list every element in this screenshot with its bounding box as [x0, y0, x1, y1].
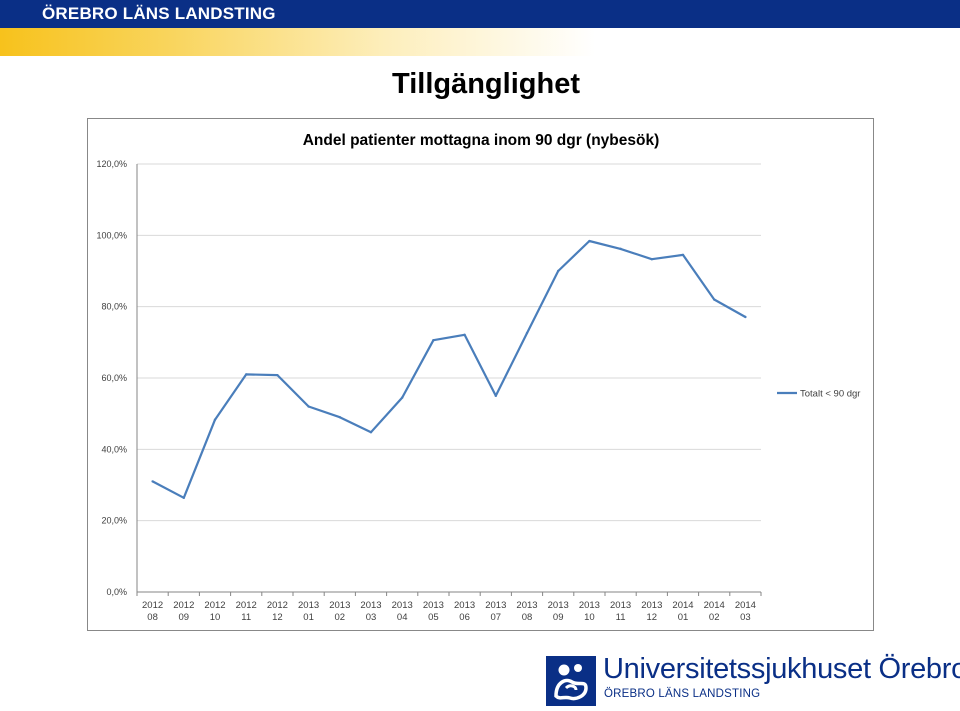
- y-tick-label: 120,0%: [96, 159, 127, 169]
- data-point: [494, 394, 497, 398]
- x-tick-label-year: 2012: [173, 600, 194, 611]
- x-tick-label-year: 2014: [672, 600, 693, 611]
- slide-title: Tillgänglighet: [392, 68, 580, 100]
- data-point: [432, 338, 435, 342]
- gridlines: [137, 163, 761, 593]
- data-point: [588, 239, 591, 243]
- footer-logo: Universitetssjukhuset Örebro ÖREBRO LÄNS…: [546, 653, 960, 706]
- data-point: [619, 247, 622, 251]
- x-tick-label-month: 12: [647, 612, 658, 623]
- axes: 0,0% 20,0% 40,0% 60,0% 80,0% 100,0% 120,0% 2012…: [96, 159, 762, 623]
- brand-name: ÖREBRO LÄNS LANDSTING: [42, 4, 276, 23]
- x-tick-label-year: 2012: [204, 600, 225, 611]
- x-tick-label-month: 05: [428, 612, 439, 623]
- x-tick-label-year: 2012: [267, 600, 288, 611]
- x-tick-label-month: 02: [335, 612, 346, 623]
- data-point: [276, 373, 279, 377]
- x-tick-label-month: 12: [272, 612, 283, 623]
- x-tick-label-month: 11: [616, 612, 626, 623]
- accent-stripe: [0, 28, 960, 56]
- x-tick-label-year: 2014: [735, 600, 756, 611]
- data-point: [557, 269, 560, 273]
- legend: Totalt < 90 dgr: [777, 389, 860, 400]
- x-tick-label-month: 10: [210, 612, 221, 623]
- x-tick-label-year: 2012: [142, 600, 163, 611]
- x-tick-label-year: 2013: [548, 600, 569, 611]
- x-tick-label-month: 08: [147, 612, 158, 623]
- chart-frame: Andel patienter mottagna inom 90 dgr (ny…: [87, 118, 874, 631]
- series-layer: [151, 239, 747, 500]
- header-bar: ÖREBRO LÄNS LANDSTING: [0, 0, 960, 28]
- x-tick-label-year: 2013: [485, 600, 506, 611]
- data-point: [182, 496, 185, 500]
- legend-label: Totalt < 90 dgr: [800, 389, 860, 400]
- x-tick-label-year: 2013: [298, 600, 319, 611]
- x-tick-label-year: 2013: [329, 600, 350, 611]
- x-tick-label-month: 10: [584, 612, 595, 623]
- y-tick-label: 20,0%: [101, 516, 127, 526]
- x-tick-label-month: 09: [179, 612, 190, 623]
- x-tick-label-month: 04: [397, 612, 408, 623]
- data-point: [151, 480, 154, 483]
- x-tick-label-month: 03: [366, 612, 377, 623]
- x-tick-label-year: 2013: [579, 600, 600, 611]
- x-tick-label-month: 08: [522, 612, 533, 623]
- data-point: [681, 253, 685, 257]
- x-tick-label-month: 07: [491, 612, 502, 623]
- data-point: [463, 333, 466, 337]
- y-tick-label: 40,0%: [101, 444, 127, 454]
- x-tick-label-month: 11: [241, 612, 251, 623]
- data-point: [744, 315, 747, 319]
- x-tick-label-month: 09: [553, 612, 564, 623]
- data-point: [369, 431, 373, 434]
- data-point: [245, 373, 248, 376]
- y-tick-label: 0,0%: [106, 587, 127, 597]
- data-point: [307, 405, 310, 408]
- data-point: [213, 418, 217, 421]
- x-tick-label-year: 2012: [236, 600, 257, 611]
- hospital-logo-icon: [546, 656, 596, 706]
- x-tick-label-month: 01: [303, 612, 314, 623]
- x-tick-label-year: 2013: [516, 600, 537, 611]
- x-tick-label-month: 03: [740, 612, 751, 623]
- x-tick-label-year: 2013: [610, 600, 631, 611]
- x-tick-label-year: 2013: [454, 600, 475, 611]
- x-tick-label-year: 2013: [423, 600, 444, 611]
- x-tick-label-year: 2013: [360, 600, 381, 611]
- x-tick-label-year: 2013: [641, 600, 662, 611]
- x-tick-label-month: 02: [709, 612, 720, 623]
- series-line: [152, 239, 746, 499]
- y-tick-label: 100,0%: [96, 230, 127, 240]
- x-tick-label-month: 06: [459, 612, 470, 623]
- logo-name: Universitetssjukhuset Örebro: [603, 653, 960, 685]
- data-point: [401, 396, 404, 399]
- x-tick-label-month: 01: [678, 612, 689, 623]
- logo-subtitle: ÖREBRO LÄNS LANDSTING: [604, 688, 761, 700]
- data-point: [713, 298, 716, 301]
- y-tick-label: 80,0%: [101, 302, 127, 312]
- chart-title: Andel patienter mottagna inom 90 dgr (ny…: [303, 132, 660, 149]
- data-point: [525, 331, 529, 335]
- line-chart: Andel patienter mottagna inom 90 dgr (ny…: [96, 132, 860, 623]
- x-tick-label-year: 2014: [704, 600, 725, 611]
- x-tick-label-year: 2013: [392, 600, 413, 611]
- data-point: [338, 416, 341, 419]
- y-tick-label: 60,0%: [101, 373, 127, 383]
- data-point: [650, 258, 653, 261]
